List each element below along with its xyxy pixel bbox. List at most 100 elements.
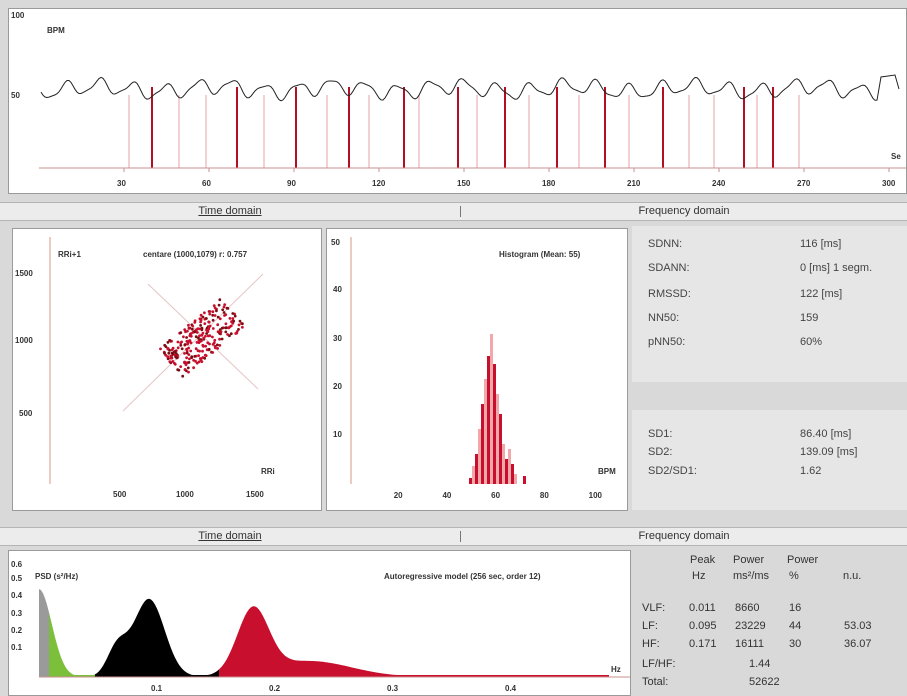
poincare-point [173, 361, 176, 365]
poincare-point [201, 349, 204, 353]
stat-value-sdann: 0 [ms] 1 segm. [800, 262, 873, 274]
poincare-point [185, 336, 189, 339]
histogram-bar [490, 334, 493, 484]
freq-header-power-pct: Power [787, 554, 819, 566]
freq-hf-power: 16111 [735, 638, 764, 650]
poincare-panel: RRi+1 centare (1000,1079) r: 0.757 1500 … [12, 228, 322, 511]
poincare-point [166, 341, 170, 344]
poincare-point [190, 355, 194, 359]
poincare-point [220, 326, 224, 330]
poincare-point [208, 312, 212, 316]
poincare-point [223, 314, 226, 317]
poincare-point [220, 337, 224, 341]
poincare-point [194, 347, 198, 351]
freq-lf-power: 23229 [735, 620, 766, 632]
poincare-point [183, 328, 187, 331]
poincare-point [218, 298, 222, 302]
poincare-point [204, 334, 207, 338]
poincare-point [231, 317, 235, 320]
frequency-domain-table: Peak Power Power Hz ms²/ms % n.u. VLF: 0… [632, 552, 907, 696]
freq-lf-band: LF: [642, 620, 658, 632]
stat-value-nn50: 159 [800, 312, 819, 324]
stat-value-sd2-sd1: 1.62 [800, 465, 822, 477]
poincare-point [216, 347, 220, 350]
poincare-point [195, 341, 199, 344]
freq-vlf-pct: 16 [789, 602, 802, 614]
poincare-point [199, 339, 202, 343]
poincare-point [213, 338, 217, 342]
freq-hf-pct: 30 [789, 638, 802, 650]
poincare-point [166, 347, 170, 351]
poincare-point [187, 370, 190, 374]
poincare-point [218, 344, 222, 347]
hr-xtick-label: 240 [712, 179, 726, 188]
poincare-point [224, 330, 228, 334]
histogram-bar [502, 444, 505, 484]
poincare-plot: RRi+1 centare (1000,1079) r: 0.757 1500 … [15, 237, 275, 499]
hr-xtick-label: 210 [627, 179, 641, 188]
psd-vlf-band [39, 589, 49, 677]
psd-black-band [95, 598, 219, 677]
poincare-point [179, 331, 183, 334]
histogram-bar [508, 449, 511, 484]
poincare-point [234, 332, 238, 335]
poincare-point [183, 343, 187, 346]
tab-frequency-domain-top[interactable]: Frequency domain [461, 203, 907, 220]
poincare-point [218, 328, 222, 331]
histogram-title: Histogram (Mean: 55) [499, 250, 581, 259]
poincare-point [226, 333, 230, 336]
poincare-point [222, 311, 226, 314]
freq-lf-peak: 0.095 [689, 620, 717, 632]
poincare-point [179, 365, 183, 368]
psd-hf-band [219, 606, 609, 677]
poincare-point [191, 324, 195, 328]
tab-time-domain-bottom-label: Time domain [198, 530, 262, 542]
tab-time-domain-bottom[interactable]: Time domain [0, 528, 460, 545]
poincare-point [188, 334, 192, 338]
psd-xtick-label: 0.2 [269, 684, 281, 693]
histogram-bar [499, 414, 502, 484]
poincare-point [228, 317, 232, 320]
stat-value-sd1: 86.40 [ms] [800, 428, 852, 440]
poincare-point [199, 324, 203, 327]
poincare-ytick-1000: 1000 [15, 336, 33, 345]
poincare-point [216, 315, 220, 319]
poincare-title-left: RRi+1 [58, 250, 81, 259]
psd-xtick-label: 0.4 [505, 684, 517, 693]
poincare-title-right: centare (1000,1079) r: 0.757 [143, 250, 248, 259]
poincare-point [232, 319, 236, 323]
hr-xtick-label: 60 [202, 179, 211, 188]
histogram-bar [481, 404, 484, 484]
tab-separator-bottom [460, 531, 461, 542]
hist-ytick-10: 10 [333, 430, 342, 439]
tab-time-domain-top-label: Time domain [198, 205, 262, 217]
poincare-point [185, 351, 189, 355]
psd-chart: 0.6 0.5 0.4 0.3 0.2 0.1 PSD (s²/Hz) Auto… [11, 560, 630, 693]
stat-row-rmssd: RMSSD: 122 [ms] [648, 288, 842, 300]
tab-time-domain-top[interactable]: Time domain [0, 203, 460, 220]
poincare-point [176, 340, 180, 344]
freq-lf-pct: 44 [789, 620, 802, 632]
poincare-point [186, 342, 190, 346]
poincare-point [196, 327, 200, 331]
tab-frequency-domain-bottom[interactable]: Frequency domain [461, 528, 907, 545]
poincare-point [200, 333, 204, 337]
poincare-point [201, 344, 205, 348]
histogram-chart: Histogram (Mean: 55) 50 40 30 20 10 BPM … [331, 237, 616, 500]
poincare-point [207, 320, 211, 324]
poincare-point [208, 342, 211, 346]
poincare-point [212, 304, 216, 307]
poincare-point [211, 335, 214, 339]
poincare-point [193, 355, 197, 358]
hist-ytick-50: 50 [331, 238, 340, 247]
poincare-point [216, 323, 220, 327]
freq-total-label: Total: [642, 676, 669, 688]
poincare-point [183, 368, 187, 372]
psd-xtick-label: 0.3 [387, 684, 399, 693]
psd-xunit: Hz [611, 665, 621, 674]
poincare-point [213, 306, 217, 310]
poincare-point [224, 326, 228, 330]
poincare-point [164, 345, 168, 348]
poincare-point [225, 306, 229, 310]
poincare-point [188, 357, 191, 361]
